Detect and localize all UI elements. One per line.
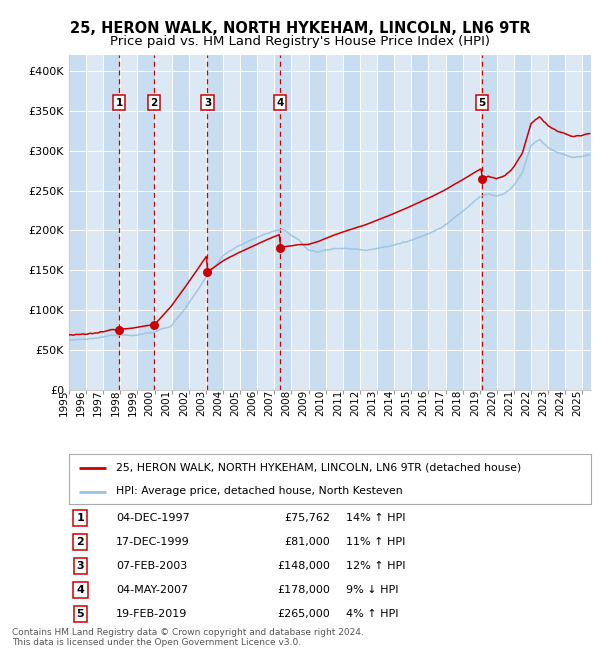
- Text: 1999: 1999: [127, 390, 137, 417]
- Text: 2019: 2019: [470, 390, 480, 417]
- Text: 2011: 2011: [333, 390, 343, 417]
- Text: 2021: 2021: [504, 390, 514, 417]
- Text: 9% ↓ HPI: 9% ↓ HPI: [346, 585, 398, 595]
- Text: £265,000: £265,000: [277, 609, 330, 619]
- Text: £148,000: £148,000: [277, 561, 330, 571]
- Text: 2: 2: [77, 537, 85, 547]
- Text: 2006: 2006: [247, 390, 257, 416]
- Text: 2002: 2002: [179, 390, 189, 416]
- Bar: [514, 55, 531, 390]
- Bar: [103, 55, 121, 390]
- Bar: [172, 55, 189, 390]
- Text: 2020: 2020: [487, 390, 497, 416]
- Text: 25, HERON WALK, NORTH HYKEHAM, LINCOLN, LN6 9TR: 25, HERON WALK, NORTH HYKEHAM, LINCOLN, …: [70, 21, 530, 36]
- Text: 2024: 2024: [556, 390, 565, 417]
- Text: 1997: 1997: [93, 390, 103, 417]
- Bar: [308, 55, 326, 390]
- Text: 25, HERON WALK, NORTH HYKEHAM, LINCOLN, LN6 9TR (detached house): 25, HERON WALK, NORTH HYKEHAM, LINCOLN, …: [116, 463, 521, 473]
- Text: 17-DEC-1999: 17-DEC-1999: [116, 537, 190, 547]
- Bar: [69, 55, 86, 390]
- Text: 04-DEC-1997: 04-DEC-1997: [116, 513, 190, 523]
- Text: 2005: 2005: [230, 390, 240, 416]
- Bar: [377, 55, 394, 390]
- Bar: [583, 55, 599, 390]
- Text: Price paid vs. HM Land Registry's House Price Index (HPI): Price paid vs. HM Land Registry's House …: [110, 35, 490, 48]
- Text: 2008: 2008: [281, 390, 292, 416]
- Text: 2014: 2014: [384, 390, 394, 417]
- Text: 1: 1: [77, 513, 85, 523]
- Text: 2023: 2023: [538, 390, 548, 417]
- Text: Contains HM Land Registry data © Crown copyright and database right 2024.
This d: Contains HM Land Registry data © Crown c…: [12, 628, 364, 647]
- Text: 2015: 2015: [401, 390, 411, 417]
- Text: 2012: 2012: [350, 390, 360, 417]
- Text: 2004: 2004: [213, 390, 223, 416]
- Text: HPI: Average price, detached house, North Kesteven: HPI: Average price, detached house, Nort…: [116, 486, 403, 497]
- Bar: [240, 55, 257, 390]
- Text: £81,000: £81,000: [284, 537, 330, 547]
- Text: 5: 5: [478, 98, 485, 108]
- Text: 5: 5: [77, 609, 84, 619]
- Text: 2001: 2001: [161, 390, 172, 416]
- Bar: [411, 55, 428, 390]
- Text: 12% ↑ HPI: 12% ↑ HPI: [346, 561, 405, 571]
- Text: 2016: 2016: [418, 390, 428, 417]
- Text: 2007: 2007: [265, 390, 274, 416]
- Bar: [343, 55, 360, 390]
- Text: 1998: 1998: [110, 390, 121, 417]
- Text: 1995: 1995: [59, 390, 69, 417]
- Text: 3: 3: [77, 561, 84, 571]
- Text: 2010: 2010: [316, 390, 326, 416]
- Text: 4% ↑ HPI: 4% ↑ HPI: [346, 609, 398, 619]
- Text: 2017: 2017: [436, 390, 446, 417]
- Text: 4: 4: [77, 585, 85, 595]
- Bar: [446, 55, 463, 390]
- Text: 4: 4: [277, 98, 284, 108]
- Text: 1: 1: [115, 98, 122, 108]
- Bar: [137, 55, 155, 390]
- Text: 19-FEB-2019: 19-FEB-2019: [116, 609, 187, 619]
- Text: 2025: 2025: [572, 390, 583, 417]
- Bar: [274, 55, 292, 390]
- Text: 14% ↑ HPI: 14% ↑ HPI: [346, 513, 405, 523]
- Text: 2022: 2022: [521, 390, 531, 417]
- Text: 2013: 2013: [367, 390, 377, 417]
- Bar: [480, 55, 497, 390]
- Text: 2003: 2003: [196, 390, 206, 416]
- Text: 2000: 2000: [145, 390, 155, 416]
- Text: 07-FEB-2003: 07-FEB-2003: [116, 561, 187, 571]
- Text: 04-MAY-2007: 04-MAY-2007: [116, 585, 188, 595]
- Text: 2018: 2018: [452, 390, 463, 417]
- Text: 1996: 1996: [76, 390, 86, 417]
- Bar: [206, 55, 223, 390]
- Text: £75,762: £75,762: [284, 513, 330, 523]
- Text: 2: 2: [150, 98, 158, 108]
- Text: 2009: 2009: [299, 390, 308, 416]
- Text: £178,000: £178,000: [277, 585, 330, 595]
- Bar: [548, 55, 565, 390]
- Text: 3: 3: [204, 98, 211, 108]
- Text: 11% ↑ HPI: 11% ↑ HPI: [346, 537, 405, 547]
